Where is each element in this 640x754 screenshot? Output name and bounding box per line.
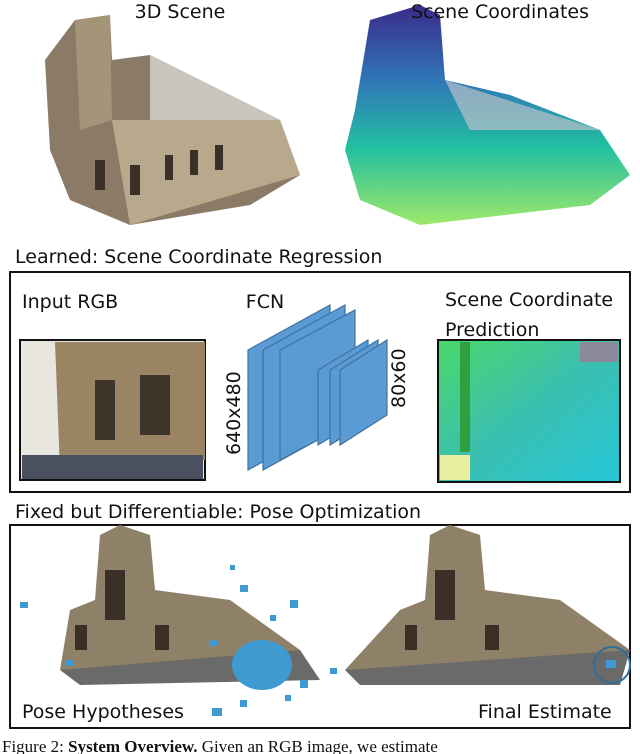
panel-label: 3D Scene bbox=[135, 1, 226, 23]
scene-coordinates-render bbox=[345, 5, 630, 225]
output-label: Prediction bbox=[445, 319, 539, 341]
network-label: FCN bbox=[246, 291, 284, 313]
caption-text: Given an RGB image, we estimate bbox=[202, 737, 438, 754]
pose-label: Final Estimate bbox=[478, 701, 612, 723]
pose-scene-right bbox=[345, 525, 631, 685]
network-layers bbox=[247, 303, 388, 472]
pose-hypotheses bbox=[20, 565, 337, 716]
input-size: 640x480 bbox=[223, 371, 245, 455]
pose-label: Pose Hypotheses bbox=[22, 701, 184, 723]
input-label: Input RGB bbox=[22, 291, 118, 313]
output-size: 80x60 bbox=[388, 348, 410, 408]
caption-bold: System Overview. bbox=[68, 737, 197, 754]
prediction-image bbox=[437, 339, 621, 483]
scene-render bbox=[45, 15, 300, 225]
input-image bbox=[19, 339, 206, 481]
panel-label: Scene Coordinates bbox=[411, 1, 589, 23]
section-title: Learned: Scene Coordinate Regression bbox=[15, 246, 382, 268]
section-box bbox=[9, 524, 631, 729]
caption-label: Figure 2: bbox=[2, 737, 64, 754]
caption: Figure 2: System Overview. Given an RGB … bbox=[2, 737, 438, 754]
output-label: Scene Coordinate bbox=[445, 289, 613, 311]
section-box bbox=[9, 271, 631, 493]
section-title: Fixed but Differentiable: Pose Optimizat… bbox=[15, 501, 421, 523]
